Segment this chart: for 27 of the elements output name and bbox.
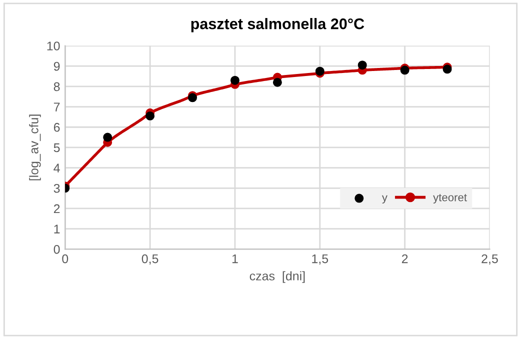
point: [103, 132, 112, 142]
x-tick-label: 2,5: [482, 254, 498, 265]
x-tick-label: 1,5: [312, 254, 328, 265]
y-tick-label: 4: [54, 164, 60, 172]
y-tick-label: 9: [54, 62, 60, 71]
y-tick-label: 10: [47, 42, 60, 50]
y-tick-label: 1: [54, 224, 60, 234]
x-tick-label: 1: [232, 254, 238, 264]
x-tick-label: 0,5: [142, 254, 158, 265]
point: [230, 76, 240, 85]
y-tick-label: 6: [54, 122, 60, 132]
y-tick-label: 8: [54, 82, 60, 92]
point: [272, 78, 282, 87]
y-tick-label: 0: [54, 244, 60, 254]
chart-title: pasztet salmonella 20°C: [191, 18, 364, 32]
y-tick-label: 3: [54, 184, 60, 193]
x-tick-label: 2: [402, 254, 408, 264]
x-axis-title: czas [dni]: [250, 271, 305, 283]
y-axis-title: [log_av_cfu]: [29, 114, 41, 180]
x-tick-label: 0: [62, 254, 68, 264]
point: [146, 111, 155, 120]
y-tick-label: 7: [54, 102, 60, 112]
legend-label: y: [382, 195, 388, 204]
y-tick-label: 5: [54, 143, 60, 152]
legend-label: yteoret: [433, 194, 467, 204]
y-tick-label: 2: [54, 204, 60, 214]
point: [358, 60, 367, 70]
